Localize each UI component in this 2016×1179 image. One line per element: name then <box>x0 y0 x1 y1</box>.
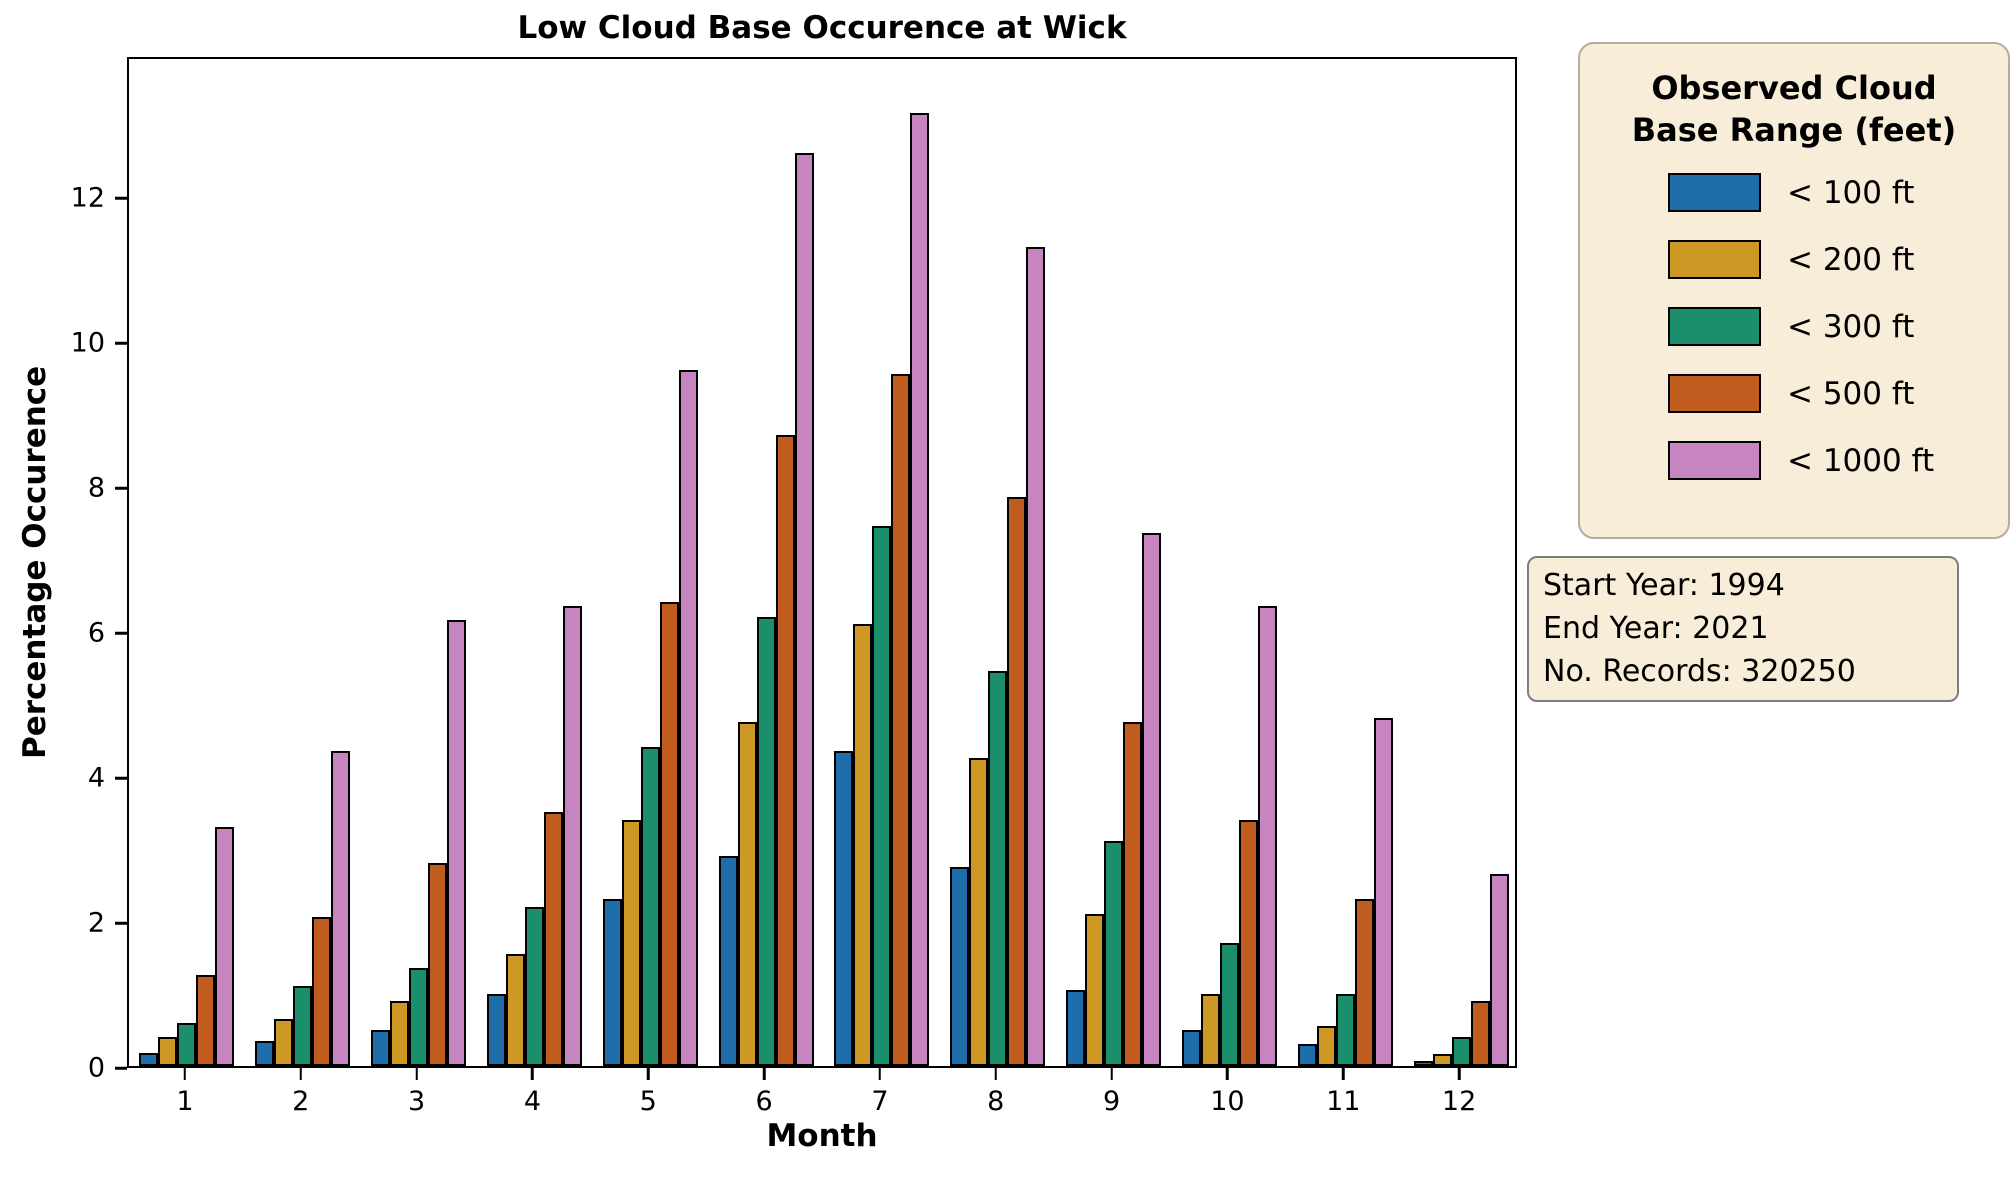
info-box: Start Year: 1994 End Year: 2021 No. Record… <box>1527 556 1959 702</box>
bar-month4-100ft <box>486 993 506 1066</box>
x-axis-label: Month <box>766 1118 878 1154</box>
info-line-3: No. Records: 320250 <box>1543 653 1856 689</box>
bar-month8-500ft <box>1007 497 1027 1066</box>
legend-item-300ft: < 300 ft <box>1668 307 1998 347</box>
legend: Observed Cloud Base Range (feet) < 100 f… <box>1578 42 2010 539</box>
bar-month9-200ft <box>1085 913 1105 1066</box>
legend-swatch-icon <box>1668 374 1761 414</box>
bar-month5-500ft <box>659 602 679 1066</box>
legend-swatch-icon <box>1668 441 1761 481</box>
bar-month12-1000ft <box>1489 873 1509 1066</box>
legend-label: < 300 ft <box>1787 308 1915 345</box>
bar-month4-1000ft <box>562 605 582 1066</box>
bar-month10-300ft <box>1219 942 1239 1066</box>
legend-swatch-icon <box>1668 240 1761 280</box>
bar-month1-100ft <box>139 1052 159 1066</box>
bar-month12-300ft <box>1451 1037 1471 1066</box>
bar-month8-300ft <box>988 671 1008 1066</box>
bar-month8-1000ft <box>1026 247 1046 1066</box>
bar-month11-100ft <box>1297 1044 1317 1066</box>
bar-month9-300ft <box>1104 841 1124 1066</box>
bar-month10-1000ft <box>1257 605 1277 1066</box>
bar-month3-300ft <box>409 968 429 1066</box>
bar-month6-1000ft <box>794 152 814 1066</box>
bar-month3-100ft <box>371 1029 391 1066</box>
bar-month3-1000ft <box>447 620 467 1066</box>
bar-month5-100ft <box>602 899 622 1066</box>
bar-month1-200ft <box>158 1037 178 1066</box>
bar-month6-500ft <box>775 435 795 1066</box>
bar-month3-500ft <box>428 863 448 1066</box>
bar-month6-300ft <box>756 616 776 1066</box>
legend-item-200ft: < 200 ft <box>1668 240 1998 280</box>
plot-area <box>127 57 1517 1068</box>
bar-month2-300ft <box>293 986 313 1066</box>
bar-month3-200ft <box>390 1000 410 1066</box>
bar-month2-500ft <box>312 917 332 1066</box>
bar-month12-200ft <box>1432 1053 1452 1066</box>
bar-month9-1000ft <box>1142 533 1162 1066</box>
bar-month8-200ft <box>969 758 989 1066</box>
bar-month6-200ft <box>737 721 757 1066</box>
legend-title-line2: Base Range (feet) <box>1631 110 1957 149</box>
legend-item-500ft: < 500 ft <box>1668 374 1998 414</box>
bar-month9-500ft <box>1123 721 1143 1066</box>
bar-month4-300ft <box>524 906 544 1066</box>
bar-month4-200ft <box>505 953 525 1066</box>
info-line-2: End Year: 2021 <box>1543 610 1769 646</box>
legend-title-line1: Observed Cloud <box>1651 69 1937 107</box>
bar-month7-100ft <box>834 750 854 1066</box>
chart-title: Low Cloud Base Occurence at Wick <box>517 10 1127 46</box>
bar-month8-100ft <box>950 866 970 1066</box>
bar-month4-500ft <box>543 812 563 1066</box>
bar-month7-500ft <box>891 373 911 1066</box>
legend-swatch-icon <box>1668 307 1761 347</box>
bar-month2-200ft <box>274 1018 294 1066</box>
bar-month11-200ft <box>1316 1026 1336 1066</box>
bar-month12-100ft <box>1413 1060 1433 1066</box>
bar-month10-100ft <box>1181 1029 1201 1066</box>
bar-month1-300ft <box>177 1022 197 1066</box>
bar-month11-500ft <box>1354 899 1374 1066</box>
bar-month7-1000ft <box>910 112 930 1066</box>
bar-month1-1000ft <box>215 826 235 1066</box>
bar-month5-300ft <box>640 747 660 1066</box>
bar-month7-200ft <box>853 623 873 1066</box>
y-axis-label: Percentage Occurence <box>17 365 53 760</box>
bar-month11-300ft <box>1335 993 1355 1066</box>
bar-month5-1000ft <box>678 370 698 1066</box>
bar-month7-300ft <box>872 526 892 1066</box>
legend-item-100ft: < 100 ft <box>1668 173 1998 213</box>
legend-item-1000ft: < 1000 ft <box>1668 441 1998 481</box>
info-line-1: Start Year: 1994 <box>1543 568 1785 603</box>
bar-month2-1000ft <box>331 750 351 1066</box>
legend-title: Observed Cloud Base Range (feet) <box>1590 68 1998 151</box>
bar-month12-500ft <box>1470 1000 1490 1066</box>
bar-month5-200ft <box>621 819 641 1066</box>
legend-swatch-icon <box>1668 173 1761 213</box>
bar-month11-1000ft <box>1373 718 1393 1066</box>
bar-month10-200ft <box>1200 993 1220 1066</box>
legend-label: < 1000 ft <box>1787 442 1935 479</box>
bar-month2-100ft <box>255 1040 275 1066</box>
bar-month10-500ft <box>1238 819 1258 1066</box>
legend-label: < 500 ft <box>1787 375 1915 412</box>
bar-month1-500ft <box>196 975 216 1066</box>
legend-label: < 200 ft <box>1787 241 1915 278</box>
bar-month9-100ft <box>1066 989 1086 1066</box>
legend-label: < 100 ft <box>1787 174 1915 211</box>
bar-month6-100ft <box>718 855 738 1066</box>
legend-items: < 100 ft < 200 ft < 300 ft < 500 ft < 1000 f… <box>1590 173 1998 481</box>
